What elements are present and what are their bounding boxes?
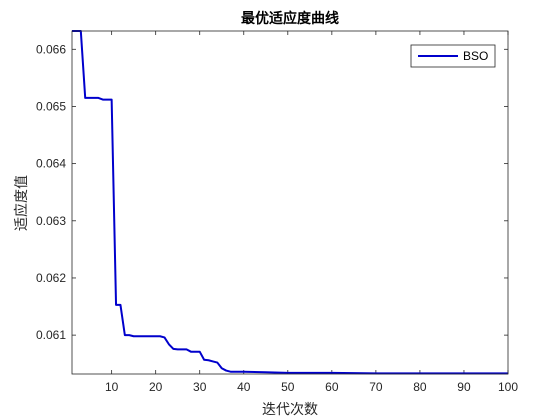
plot-frame — [71, 30, 509, 375]
x-tick-label: 100 — [498, 380, 518, 394]
x-tick-label: 70 — [369, 380, 383, 394]
x-tick-label: 10 — [105, 380, 119, 394]
legend: BSO — [410, 44, 496, 68]
legend-label-bso: BSO — [463, 49, 488, 63]
x-axis-label: 迭代次数 — [262, 402, 318, 418]
y-axis-label: 适应度值 — [13, 175, 30, 231]
ticks-layer: 10 20 30 40 50 60 70 80 90 100 0.061 0.062 0.063 0.06… — [36, 31, 518, 394]
series-line-bso — [72, 30, 508, 375]
x-tick-label: 40 — [237, 380, 251, 394]
y-tick-label: 0.065 — [36, 99, 66, 113]
y-tick-label: 0.063 — [36, 214, 66, 228]
y-tick-label: 0.062 — [36, 271, 66, 285]
plot-area — [72, 31, 508, 374]
x-tick-label: 80 — [413, 380, 427, 394]
x-tick-label: 30 — [193, 380, 207, 394]
y-tick-label: 0.061 — [36, 328, 66, 342]
x-tick-label: 50 — [281, 380, 295, 394]
x-tick-label: 20 — [149, 380, 163, 394]
y-tick-label: 0.066 — [36, 42, 66, 56]
x-tick-label: 90 — [457, 380, 471, 394]
x-tick-label: 60 — [325, 380, 339, 394]
chart-title: 最优适应度曲线 — [241, 10, 339, 27]
series-layer — [72, 30, 508, 375]
y-tick-label: 0.064 — [36, 157, 66, 171]
